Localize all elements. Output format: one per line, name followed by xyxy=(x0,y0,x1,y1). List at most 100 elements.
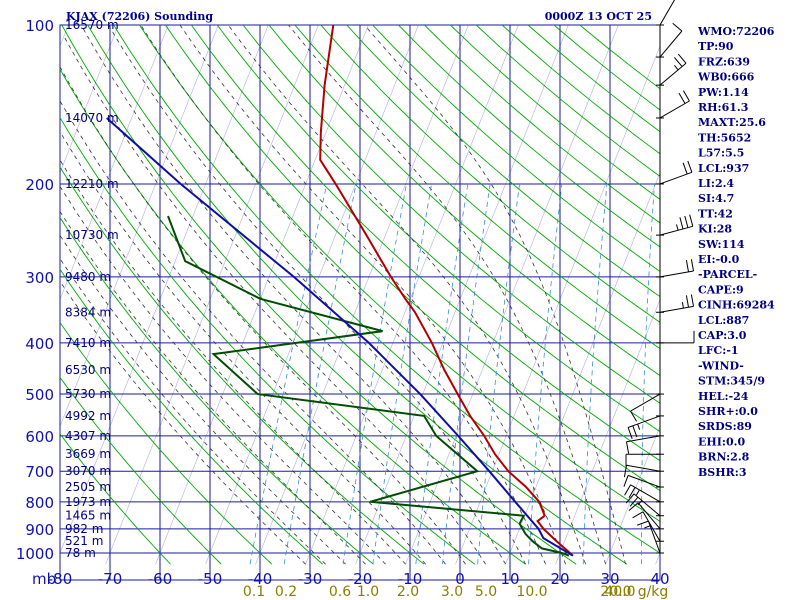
mixing-ratio-line xyxy=(415,183,469,565)
pressure-tick-label: 800 xyxy=(25,494,54,512)
index-value: LCL:937 xyxy=(698,162,749,175)
wind-barb-half-flag xyxy=(637,500,643,506)
index-value: LI:2.4 xyxy=(698,177,734,190)
index-value: WB0:666 xyxy=(697,71,755,84)
pressure-tick-label: 400 xyxy=(25,335,54,353)
index-value: -WIND- xyxy=(698,359,744,372)
height-label: 4992 m xyxy=(65,409,111,423)
mixing-ratio-label: 40.0 xyxy=(604,584,635,600)
mixing-ratio-line xyxy=(477,183,520,565)
wind-barb-shaft xyxy=(627,474,661,488)
wind-barb-flag xyxy=(687,160,693,173)
dry-adiabat xyxy=(60,321,273,565)
wind-barb xyxy=(636,520,664,554)
mixing-ratio-line xyxy=(283,183,357,565)
wind-barb-flag xyxy=(685,260,689,272)
mixing-ratio-line xyxy=(641,183,655,565)
wind-barb xyxy=(656,294,694,313)
index-value: CINH:69284 xyxy=(698,299,775,312)
mixing-ratio-label: 5.0 xyxy=(475,584,497,600)
wind-barb-shaft xyxy=(659,171,693,185)
moist-adiabat xyxy=(63,36,486,565)
moist-adiabat xyxy=(108,25,526,565)
parcel-profile xyxy=(106,117,574,557)
wind-barb-flag xyxy=(674,57,683,67)
skewed-isotherm xyxy=(105,25,319,565)
height-label: 521 m xyxy=(65,534,103,548)
wind-barb-shaft xyxy=(627,415,661,428)
wind-barb-half-flag xyxy=(637,423,641,430)
index-value: CAP:3.0 xyxy=(698,329,747,342)
wind-barb-shaft xyxy=(637,502,661,530)
moist-adiabat xyxy=(60,210,366,565)
wind-barb-shaft xyxy=(659,0,676,26)
dry-adiabat xyxy=(190,25,660,462)
moist-adiabat xyxy=(60,159,406,565)
dry-adiabat xyxy=(268,25,660,377)
wind-barb-flag xyxy=(632,425,638,438)
dry-adiabat xyxy=(320,25,660,323)
wind-barb-flag xyxy=(636,520,649,526)
height-label: 982 m xyxy=(65,522,103,536)
wind-barb xyxy=(623,464,664,478)
wind-barb xyxy=(656,0,676,26)
skewed-isotherm xyxy=(355,25,569,565)
dry-adiabat xyxy=(60,216,374,565)
skewed-isotherm xyxy=(455,45,660,565)
skewed-isotherm xyxy=(155,25,369,565)
skewed-isotherm xyxy=(305,25,519,565)
dry-adiabat xyxy=(165,25,660,492)
skewed-isotherm xyxy=(60,25,219,428)
wind-barb-flag xyxy=(685,295,689,308)
index-value: LCL:887 xyxy=(698,314,749,327)
index-value: LFC:-1 xyxy=(698,344,739,357)
index-value: MAXT:25.6 xyxy=(698,116,766,129)
dry-adiabat xyxy=(61,25,577,565)
temperature-tick-label: 20 xyxy=(550,570,569,588)
wind-barb xyxy=(656,330,695,344)
index-value: WMO:72206 xyxy=(697,25,775,38)
wind-barb-half-flag xyxy=(635,489,640,496)
wind-barb-flag xyxy=(678,92,686,104)
wind-barb-flag xyxy=(628,502,639,511)
temperature-tick-label: -60 xyxy=(148,570,173,588)
index-value: EI:-0.0 xyxy=(698,253,740,266)
wind-barb-half-flag xyxy=(644,525,651,529)
dry-adiabat xyxy=(113,25,660,554)
moist-adiabat xyxy=(60,66,466,565)
height-label: 10730 m xyxy=(65,228,119,242)
skewed-isotherm xyxy=(60,25,119,174)
dry-adiabat xyxy=(579,25,660,90)
index-value: -PARCEL- xyxy=(698,268,757,281)
height-label: 3669 m xyxy=(65,447,111,461)
moist-adiabat xyxy=(288,25,606,565)
height-label: 16570 m xyxy=(65,18,119,32)
wind-barb-flag xyxy=(623,475,629,487)
wind-barb-half-flag xyxy=(681,302,684,309)
skewed-isotherm xyxy=(60,25,69,47)
wind-barb-half-flag xyxy=(676,224,679,231)
wind-barb-flag xyxy=(672,22,683,32)
indices-panel: WMO:72206 TP:90 FRZ:639 WB0:666 PW:1.14 RH:61… xyxy=(697,25,775,479)
wind-barb-flag xyxy=(629,496,639,507)
wind-barb-flag xyxy=(625,493,635,504)
height-label: 5730 m xyxy=(65,387,111,401)
temperature-tick-label: -80 xyxy=(48,570,73,588)
index-value: BSHR:3 xyxy=(698,466,747,479)
chart-title: KJAX (72206) Sounding xyxy=(66,10,213,23)
profile-series xyxy=(106,25,574,557)
index-value: TT:42 xyxy=(698,207,733,220)
wind-barb xyxy=(625,453,664,467)
mixing-ratio-label: 0.1 xyxy=(243,584,265,600)
height-label: 7410 m xyxy=(65,336,111,350)
moist-adiabat xyxy=(227,25,586,565)
skewed-isotherm xyxy=(505,172,660,565)
wind-barb xyxy=(623,474,664,488)
index-value: RH:61.3 xyxy=(698,101,748,114)
wind-barb xyxy=(625,493,664,517)
moist-adiabat xyxy=(60,185,386,565)
wind-barb-shaft xyxy=(659,100,690,119)
